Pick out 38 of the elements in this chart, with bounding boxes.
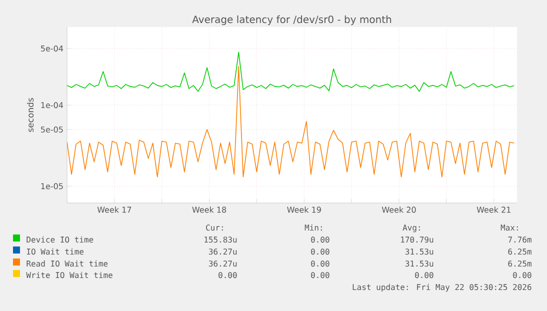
text: 0.00 bbox=[311, 236, 330, 243]
chart-title: Average latency for /dev/sr0 - by month bbox=[192, 15, 392, 26]
text: 0.00 bbox=[311, 248, 330, 255]
y-tick-label: 5e-05 bbox=[41, 126, 63, 133]
y-axis-title: seconds bbox=[26, 98, 34, 132]
text: Cur: bbox=[206, 224, 223, 231]
x-tick-label: Week 18 bbox=[192, 206, 226, 213]
text: 0.00 bbox=[311, 272, 330, 278]
legend-label: Write IO Wait time bbox=[26, 272, 112, 278]
text: 0.00 bbox=[311, 260, 330, 267]
text: Min: bbox=[304, 224, 322, 231]
legend-label: IO Wait time bbox=[26, 248, 84, 255]
text: Avg: bbox=[402, 224, 420, 232]
text: Max: bbox=[500, 224, 518, 231]
text: 0.00 bbox=[218, 272, 237, 278]
x-tick-label: Week 20 bbox=[382, 206, 416, 213]
text: 6.25m bbox=[508, 248, 532, 255]
x-tick-label: Week 19 bbox=[287, 206, 321, 213]
text: 31.53u bbox=[405, 248, 434, 255]
x-tick-label: Week 21 bbox=[476, 206, 510, 213]
text: 7.76m bbox=[508, 236, 532, 243]
text: Last update: Fri May 22 05:30:25 2026 bbox=[352, 284, 532, 292]
text: 170.79u bbox=[401, 236, 434, 243]
text: 0.00 bbox=[513, 272, 532, 278]
text: 36.27u bbox=[208, 260, 237, 267]
line-series bbox=[67, 66, 515, 178]
y-tick-label: 1e-05 bbox=[41, 183, 63, 190]
x-tick-label: Week 17 bbox=[97, 206, 132, 213]
legend-label: Device IO time bbox=[26, 236, 94, 243]
y-tick-label: 1e-04 bbox=[41, 102, 64, 108]
text: 155.83u bbox=[204, 236, 237, 243]
line-series bbox=[67, 52, 515, 92]
text: 0.00 bbox=[415, 272, 434, 278]
text: 36.27u bbox=[208, 248, 237, 255]
y-tick-label: 5e-04 bbox=[41, 45, 64, 52]
text: 6.25m bbox=[508, 260, 532, 267]
legend-label: Read IO Wait time bbox=[26, 260, 108, 267]
text: 31.53u bbox=[405, 260, 434, 267]
